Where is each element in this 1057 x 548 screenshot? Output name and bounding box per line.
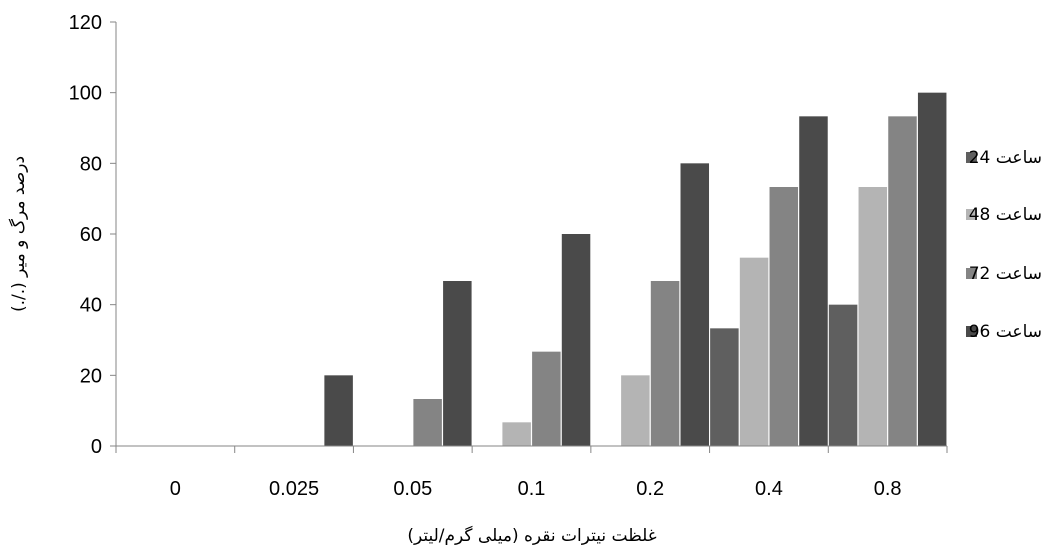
x-tick-label: 0.2 — [636, 478, 664, 500]
x-axis-title: غلظت نیترات نقره (میلی گرم/لیتر) — [407, 525, 656, 546]
x-ticks: 0 0.025 0.05 0.1 0.2 0.4 0.8 — [115, 446, 948, 500]
x-tick-label: 0.1 — [518, 478, 546, 500]
legend-swatch — [966, 209, 977, 220]
bar-series-3-cat-6 — [769, 187, 799, 447]
legend-label: 72 ساعت — [969, 264, 1042, 284]
bar-series-3-cat-7 — [888, 116, 917, 446]
y-ticks: 0 20 40 60 80 100 120 — [69, 12, 116, 458]
y-tick-label: 100 — [69, 83, 102, 105]
y-tick-label: 80 — [80, 153, 102, 175]
legend-swatch — [966, 152, 977, 163]
x-tick-label: 0.025 — [269, 478, 319, 500]
bar-series-4-cat-6 — [799, 116, 828, 446]
x-tick-label: 0 — [170, 478, 181, 500]
bar-series-2-cat-4 — [502, 422, 531, 446]
y-tick-label: 0 — [91, 436, 102, 458]
bar-series-4-cat-4 — [561, 234, 591, 446]
bar-series-4-cat-5 — [680, 163, 710, 447]
bar-series-3-cat-3 — [413, 399, 442, 446]
legend-label: 96 ساعت — [969, 322, 1042, 342]
bar-series-3-cat-5 — [650, 280, 680, 446]
y-tick-label: 20 — [80, 365, 102, 387]
bar-series-4-cat-7 — [917, 92, 947, 447]
x-tick-label: 0.05 — [393, 478, 432, 500]
bar-series-3-cat-4 — [532, 351, 561, 446]
y-tick-label: 120 — [69, 12, 102, 34]
legend-label: 24 ساعت — [969, 148, 1042, 168]
x-tick-label: 0.8 — [874, 478, 902, 500]
legend-swatch — [966, 268, 977, 279]
bar-series-4-cat-3 — [443, 280, 472, 446]
legend-label: 48 ساعت — [969, 205, 1042, 225]
bar-series-1-cat-6 — [710, 328, 739, 446]
bar-series-2-cat-7 — [858, 187, 888, 447]
bar-series-1-cat-7 — [828, 304, 858, 446]
y-axis-title: درصد مرگ و میر (./.) — [8, 156, 29, 312]
legend: 24 ساعت 48 ساعت 72 ساعت 96 ساعت — [966, 148, 1042, 342]
bar-series-4-cat-2 — [324, 375, 353, 446]
y-tick-label: 40 — [80, 295, 102, 317]
bars — [324, 92, 947, 447]
bar-series-2-cat-5 — [621, 375, 650, 446]
legend-swatch — [966, 326, 977, 337]
y-tick-label: 60 — [80, 224, 102, 246]
bar-series-2-cat-6 — [739, 257, 769, 446]
x-tick-label: 0.4 — [755, 478, 783, 500]
